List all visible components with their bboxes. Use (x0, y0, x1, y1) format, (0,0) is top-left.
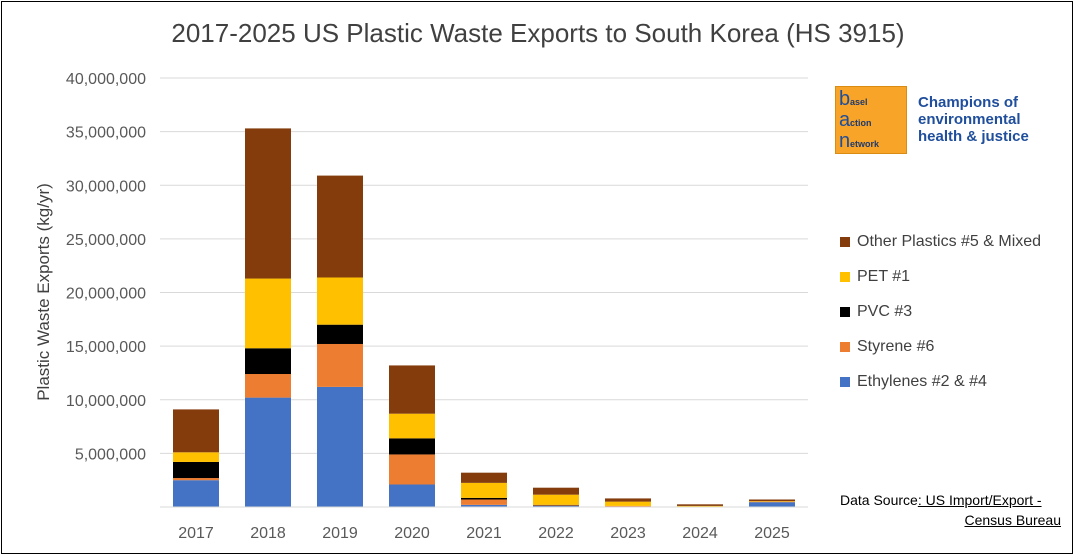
logo-line-3: n etwork (839, 131, 879, 154)
bar-segment (317, 324, 363, 344)
bar-segment (533, 505, 579, 507)
ban-logo: b asel a ction n etwork (835, 86, 907, 154)
x-tick-label: 2020 (394, 525, 430, 542)
bar-segment (389, 484, 435, 507)
x-tick-label: 2024 (682, 525, 718, 542)
logo-letter-a: a (839, 109, 851, 131)
legend-label: Other Plastics #5 & Mixed (857, 232, 1042, 250)
bar-segment (173, 409, 219, 453)
bar-segment (245, 374, 291, 398)
y-tick-label: 10,000,000 (66, 393, 146, 410)
logo-word-ction: ction (850, 118, 872, 128)
chart-legend: Other Plastics #5 & Mixed PET #1 PVC #3 Sty… (840, 224, 1041, 399)
bar-segment (533, 487, 579, 495)
legend-item: PET #1 (840, 259, 1041, 294)
legend-swatch (840, 306, 850, 317)
logo-line-1: b asel (839, 89, 868, 112)
legend-item: PVC #3 (840, 294, 1041, 329)
y-tick-label: 25,000,000 (66, 232, 146, 249)
legend-label: Styrene #6 (857, 337, 935, 355)
legend-swatch (840, 236, 850, 247)
x-tick-label: 2022 (538, 525, 574, 542)
bar-segment (317, 175, 363, 278)
bar-segment (173, 480, 219, 507)
legend-label: PVC #3 (857, 302, 913, 320)
bar-segment (173, 478, 219, 481)
x-tick-label: 2017 (178, 525, 214, 542)
bar-segment (389, 438, 435, 455)
legend-item: Styrene #6 (840, 329, 1041, 364)
bar-segment (389, 365, 435, 414)
data-source-link-line2[interactable]: Census Bureau (964, 512, 1061, 528)
bar-segment (677, 505, 723, 507)
bar-segment (389, 413, 435, 439)
bar-segment (605, 501, 651, 506)
bar-segment (461, 499, 507, 505)
x-tick-label: 2023 (610, 525, 646, 542)
legend-item: Ethylenes #2 & #4 (840, 364, 1041, 399)
x-tick-label: 2019 (322, 525, 358, 542)
y-tick-label: 35,000,000 (66, 125, 146, 142)
legend-swatch (840, 341, 850, 352)
logo-letter-n: n (839, 130, 851, 152)
x-tick-label: 2025 (754, 525, 790, 542)
bar-segment (461, 472, 507, 483)
bar-segment (245, 348, 291, 375)
logo-tagline: Champions of environmental health & just… (918, 94, 1029, 145)
legend-swatch (840, 271, 850, 282)
logo-word-asel: asel (850, 97, 868, 107)
y-axis-label: Plastic Waste Exports (kg/yr) (34, 183, 53, 401)
bar-segment (749, 501, 795, 502)
y-tick-label: 5,000,000 (75, 446, 146, 463)
bar-series (173, 128, 795, 508)
logo-line-2: a ction (839, 110, 872, 133)
x-tick-label: 2018 (250, 525, 286, 542)
x-axis-ticks: 2017 2018 2019 2020 2021 2022 2023 2024 2025 (178, 525, 790, 542)
legend-item: Other Plastics #5 & Mixed (840, 224, 1041, 259)
bar-segment (605, 505, 651, 507)
chart-title: 2017-2025 US Plastic Waste Exports to So… (171, 18, 905, 48)
bar-segment (245, 397, 291, 507)
y-tick-label: 40,000,000 (66, 71, 146, 88)
bar-segment (749, 499, 795, 502)
bar-segment (461, 482, 507, 498)
y-tick-label: 15,000,000 (66, 339, 146, 356)
bar-segment (749, 501, 795, 503)
bar-segment (245, 128, 291, 279)
x-tick-label: 2021 (466, 525, 502, 542)
bar-segment (461, 497, 507, 500)
bar-segment (317, 386, 363, 507)
logo-word-etwork: etwork (850, 139, 880, 149)
y-tick-label: 30,000,000 (66, 178, 146, 195)
bar-segment (533, 494, 579, 505)
bar-segment (173, 461, 219, 479)
bar-segment (533, 505, 579, 506)
bar-segment (317, 277, 363, 325)
bar-segment (749, 502, 795, 507)
data-source: Data Source: US Import/Export - Census B… (840, 490, 1065, 530)
bar-segment (605, 498, 651, 502)
logo-letter-b: b (839, 88, 851, 110)
data-source-prefix: Data Source (840, 492, 918, 508)
legend-swatch (840, 376, 850, 387)
bar-segment (677, 504, 723, 506)
bar-segment (461, 504, 507, 507)
legend-label: Ethylenes #2 & #4 (857, 372, 987, 390)
y-tick-label: 20,000,000 (66, 286, 146, 303)
bar-segment (173, 452, 219, 462)
data-source-link[interactable]: : US Import/Export - (917, 492, 1042, 508)
bar-segment (245, 278, 291, 349)
bar-segment (533, 504, 579, 506)
legend-label: PET #1 (857, 267, 911, 285)
bar-segment (389, 454, 435, 485)
y-axis-ticks: 40,000,000 35,000,000 30,000,000 25,000,000… (66, 71, 146, 463)
bar-segment (317, 343, 363, 387)
